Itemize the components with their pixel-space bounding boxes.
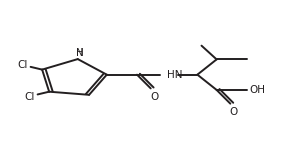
Text: O: O	[229, 107, 237, 118]
Text: OH: OH	[250, 85, 266, 95]
Text: N: N	[76, 48, 84, 58]
Text: Cl: Cl	[17, 60, 28, 70]
Text: O: O	[151, 92, 159, 102]
Text: HN: HN	[167, 70, 183, 80]
Text: H: H	[76, 48, 84, 58]
Text: Cl: Cl	[24, 92, 35, 102]
